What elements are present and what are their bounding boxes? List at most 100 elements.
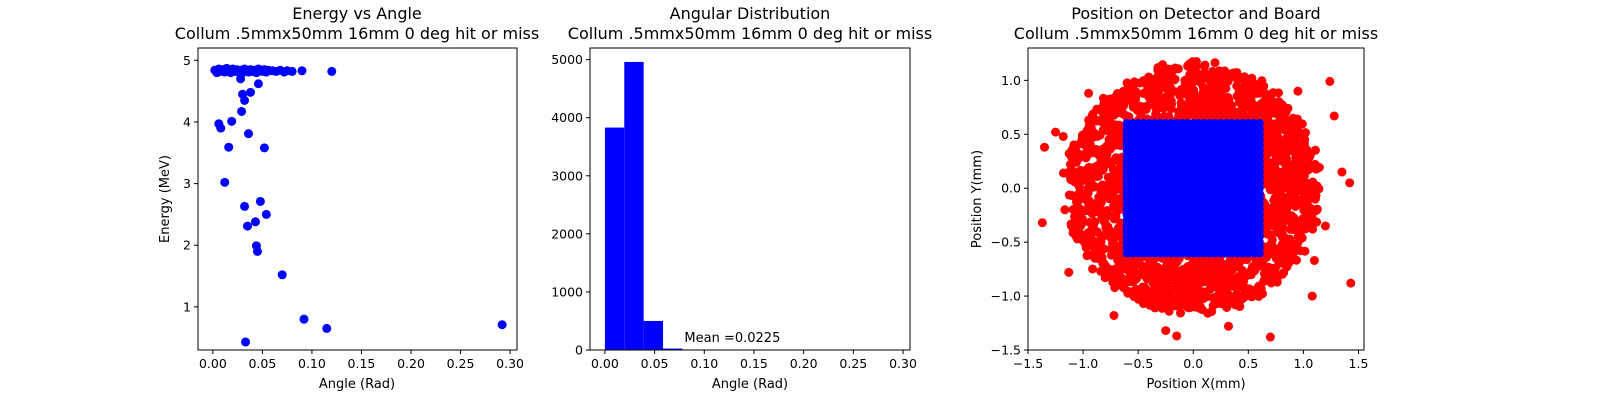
y-tick-label: 0 (575, 343, 583, 358)
x-tick-label: 0.25 (839, 356, 867, 371)
data-point (1307, 291, 1317, 301)
data-point (1196, 73, 1206, 83)
data-point (1268, 88, 1278, 98)
data-point (1051, 127, 1061, 137)
y-tick-label: −1.0 (991, 289, 1021, 304)
data-point (1272, 277, 1282, 287)
data-point (253, 79, 263, 89)
data-point (1209, 267, 1219, 277)
data-point (1066, 221, 1076, 231)
x-tick-label: 0.10 (690, 356, 718, 371)
data-point (1300, 128, 1310, 138)
data-point (240, 201, 250, 211)
data-point (1077, 169, 1087, 179)
data-point (1312, 204, 1322, 214)
data-point (1142, 102, 1152, 112)
x-tick-label: −0.5 (1123, 356, 1153, 371)
data-point (255, 196, 265, 206)
data-point (216, 123, 226, 133)
data-point (1282, 169, 1292, 179)
data-point (1064, 267, 1074, 277)
chart-title: Energy vs Angle (292, 4, 422, 23)
plot-frame (1027, 47, 1365, 351)
x-tick-label: −1.0 (1068, 356, 1098, 371)
data-point (1112, 137, 1122, 147)
data-point (1169, 75, 1179, 85)
data-point (1203, 104, 1213, 114)
data-point (1283, 138, 1293, 148)
data-point (1163, 284, 1173, 294)
data-point (224, 142, 234, 152)
data-point (1141, 271, 1151, 281)
data-point (1232, 81, 1242, 91)
data-point (1097, 180, 1107, 190)
chart-subtitle: Collum .5mmx50mm 16mm 0 deg hit or miss (568, 24, 932, 43)
histogram-bar (643, 320, 664, 350)
data-point (1263, 114, 1273, 124)
y-tick-label: 4000 (551, 110, 583, 125)
data-point (1160, 71, 1170, 81)
data-point (1078, 236, 1088, 246)
data-point (1255, 88, 1265, 98)
y-axis-label: Energy (MeV) (158, 155, 173, 243)
data-point (1110, 283, 1120, 293)
y-axis: 1 2 3 4 5 (183, 53, 198, 314)
data-point (250, 217, 260, 227)
data-point (1224, 282, 1234, 292)
x-tick-label: 0.00 (199, 356, 227, 371)
data-point (1292, 255, 1302, 265)
data-point (1077, 135, 1087, 145)
data-point (1293, 238, 1303, 248)
data-point (1130, 92, 1140, 102)
data-point (1109, 270, 1119, 280)
data-point (1247, 111, 1257, 121)
data-point (1114, 194, 1124, 204)
data-point (1091, 116, 1101, 126)
plot-area (1037, 57, 1356, 342)
x-tick-label: 0.15 (348, 356, 376, 371)
data-point (259, 143, 269, 153)
x-tick-label: 0.5 (1238, 356, 1258, 371)
data-point (1099, 259, 1109, 269)
data-point (1148, 278, 1158, 288)
data-point (1228, 260, 1238, 270)
y-tick-label: 1 (183, 299, 191, 314)
data-point (1155, 100, 1165, 110)
plot-frame (589, 47, 911, 351)
data-point (1089, 181, 1099, 191)
data-point (227, 116, 237, 126)
data-point (1119, 97, 1129, 107)
data-point (1110, 242, 1120, 252)
x-tick-label: 1.5 (1349, 356, 1369, 371)
y-tick-label: 1000 (551, 284, 583, 299)
x-tick-label: 0.20 (790, 356, 818, 371)
data-point (1312, 161, 1322, 171)
data-point (1289, 159, 1299, 169)
data-point (1104, 172, 1114, 182)
data-point (1199, 270, 1209, 280)
data-point (1346, 278, 1356, 288)
data-point (1076, 208, 1086, 218)
data-point (1082, 125, 1092, 135)
data-point (1088, 264, 1098, 274)
data-point (1067, 191, 1077, 201)
data-point (1109, 214, 1119, 224)
data-point (1150, 261, 1160, 271)
histogram-bar (604, 127, 625, 350)
data-point (1060, 205, 1070, 215)
data-point (1280, 113, 1290, 123)
data-point (1108, 194, 1118, 204)
data-point (1296, 246, 1306, 256)
x-tick-label: 0.00 (591, 356, 619, 371)
data-point (1096, 266, 1106, 276)
data-point (1098, 93, 1108, 103)
data-point (1100, 151, 1110, 161)
data-point (1098, 125, 1108, 135)
data-point (1098, 118, 1108, 128)
data-point (1159, 112, 1169, 122)
x-tick-label: 0.30 (889, 356, 917, 371)
data-point (1310, 194, 1320, 204)
data-point (1286, 250, 1296, 260)
data-point (240, 95, 250, 105)
